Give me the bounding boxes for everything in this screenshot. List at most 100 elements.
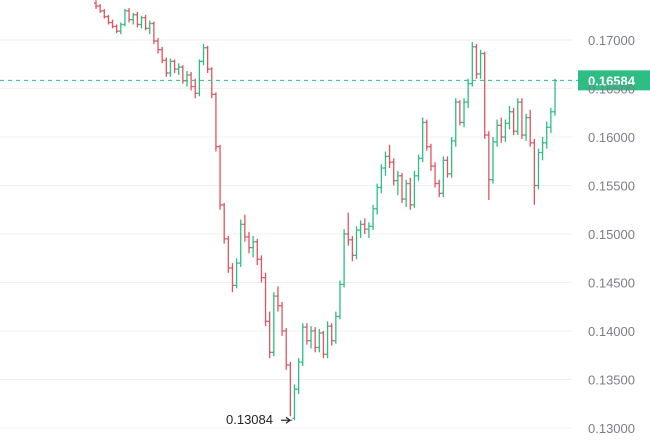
candle: [197, 59, 202, 97]
y-tick-label: 0.15500: [588, 179, 635, 194]
candle: [176, 63, 181, 75]
candle: [548, 107, 553, 134]
candle: [267, 311, 272, 359]
y-tick-label: 0.13500: [588, 373, 635, 388]
y-tick-label: 0.13000: [588, 421, 635, 436]
candle: [474, 43, 479, 79]
grid-lines: [0, 39, 572, 429]
candle: [300, 323, 305, 366]
candle: [532, 138, 537, 205]
candle: [486, 131, 491, 201]
candle: [416, 154, 421, 181]
candle: [242, 214, 247, 242]
candle: [420, 117, 425, 163]
candle: [213, 92, 218, 152]
candle: [457, 100, 462, 126]
current-price-tag: [578, 70, 650, 91]
candle: [515, 98, 520, 136]
candle: [524, 113, 529, 141]
candle: [151, 21, 156, 44]
candle: [251, 235, 256, 258]
candle: [540, 137, 545, 161]
candle: [284, 328, 289, 370]
low-price-label: 0.13084: [226, 412, 273, 427]
candle: [127, 7, 132, 23]
candle: [466, 78, 471, 108]
candle: [462, 98, 467, 128]
candle: [98, 4, 103, 13]
candle: [102, 8, 107, 19]
candle: [122, 8, 127, 27]
candle: [333, 311, 338, 344]
candle: [391, 158, 396, 186]
candle: [503, 119, 508, 142]
candle: [482, 51, 487, 139]
candle: [342, 229, 347, 288]
candle: [160, 46, 165, 64]
candle: [437, 179, 442, 198]
candle: [168, 58, 173, 77]
candle: [528, 109, 533, 147]
candle: [404, 179, 409, 207]
candle: [358, 220, 363, 238]
candle: [230, 263, 235, 293]
candle: [94, 0, 98, 9]
candle: [247, 232, 251, 254]
candle: [387, 144, 392, 169]
candle: [499, 117, 504, 143]
candle: [226, 235, 231, 273]
candle: [354, 226, 359, 260]
candle: [321, 331, 326, 359]
candle: [371, 204, 376, 231]
candle: [180, 65, 185, 84]
candle: [445, 156, 450, 178]
candle: [296, 358, 301, 395]
candle: [309, 326, 314, 349]
candle: [280, 301, 285, 336]
candle: [114, 24, 119, 34]
candle: [238, 219, 243, 267]
candle: [222, 202, 227, 244]
candle: [118, 22, 123, 35]
candle: [383, 151, 388, 176]
candle: [110, 19, 115, 29]
y-tick-label: 0.15000: [588, 227, 635, 242]
candle: [259, 255, 264, 283]
candle: [379, 164, 384, 194]
candle: [201, 43, 206, 66]
candle: [428, 143, 433, 171]
candle: [135, 11, 140, 28]
candle: [433, 162, 438, 188]
candle: [511, 107, 516, 136]
candle: [143, 14, 148, 31]
candle: [495, 119, 500, 147]
candle: [292, 384, 297, 421]
candle: [441, 156, 446, 198]
candle: [553, 78, 557, 116]
candle: [350, 235, 355, 262]
candle: [218, 144, 223, 210]
candle: [362, 218, 367, 234]
candle: [139, 15, 144, 29]
candle: [234, 258, 239, 289]
y-tick-label: 0.14000: [588, 324, 635, 339]
candle: [189, 72, 194, 91]
candle: [147, 20, 152, 35]
candle: [449, 137, 454, 178]
candle: [275, 286, 280, 312]
candle: [346, 212, 351, 246]
candle: [317, 329, 322, 353]
candle: [205, 45, 210, 73]
candle: [400, 172, 404, 203]
y-tick-label: 0.14500: [588, 276, 635, 291]
candle: [288, 362, 293, 421]
candle: [131, 12, 136, 25]
candle: [470, 41, 475, 87]
candle: [544, 121, 549, 149]
candle: [263, 272, 268, 327]
current-price-line: 0.16584: [0, 70, 650, 91]
y-axis: 0.17000 0.16500 0.16000 0.15500 0.15000 0.145…: [588, 33, 635, 436]
candle: [193, 78, 198, 99]
candle: [172, 59, 177, 73]
